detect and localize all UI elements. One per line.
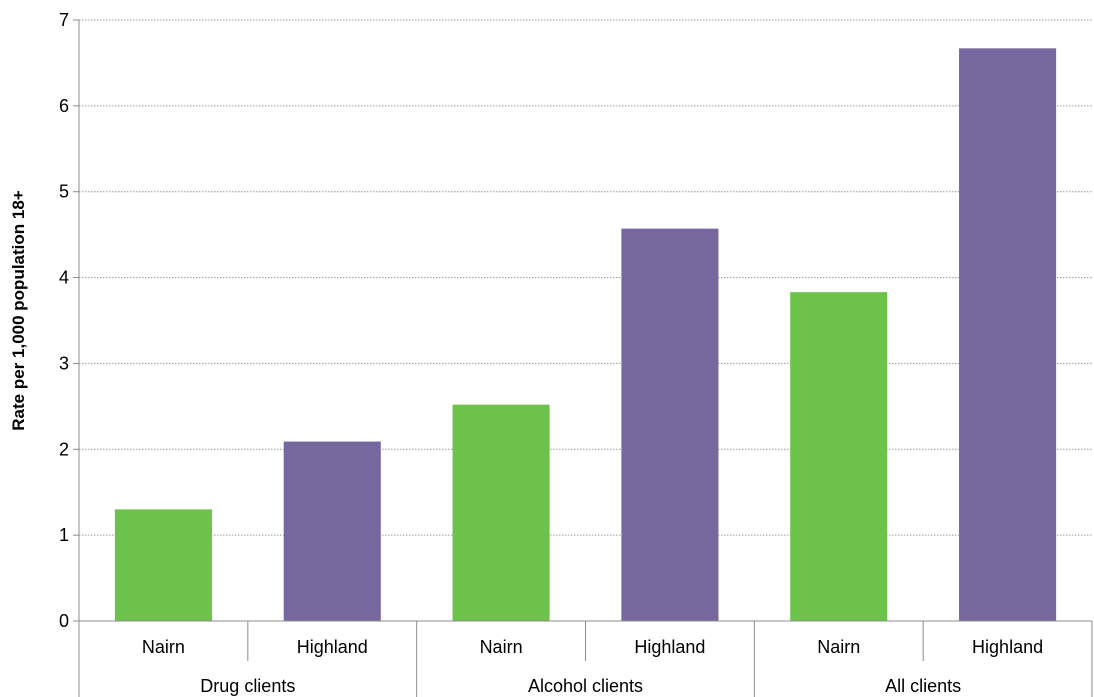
bar-all-clients-highland (959, 48, 1057, 621)
category-label: Nairn (480, 637, 523, 657)
bar-alcohol-clients-highland (621, 228, 719, 621)
y-tick-label: 6 (59, 96, 69, 116)
bar-all-clients-nairn (790, 292, 888, 621)
y-tick-label: 4 (59, 268, 69, 288)
y-tick-label: 0 (59, 611, 69, 631)
category-label: Nairn (142, 637, 185, 657)
y-tick-label: 7 (59, 10, 69, 30)
category-label: Highland (972, 637, 1043, 657)
group-label: Drug clients (200, 676, 295, 696)
category-label: Nairn (817, 637, 860, 657)
bar-drug-clients-nairn (114, 509, 212, 621)
y-tick-label: 1 (59, 525, 69, 545)
y-tick-label: 3 (59, 353, 69, 373)
gridlines (79, 19, 1092, 536)
category-label: Highland (634, 637, 705, 657)
group-label: Alcohol clients (528, 676, 643, 696)
y-tick-label: 5 (59, 182, 69, 202)
group-label: All clients (885, 676, 961, 696)
bars (114, 48, 1057, 621)
bar-drug-clients-highland (283, 441, 381, 621)
category-label: Highland (297, 637, 368, 657)
y-axis-title: Rate per 1,000 population 18+ (9, 190, 28, 431)
axes (73, 19, 1093, 697)
y-tick-label: 2 (59, 439, 69, 459)
bar-alcohol-clients-nairn (452, 404, 550, 621)
